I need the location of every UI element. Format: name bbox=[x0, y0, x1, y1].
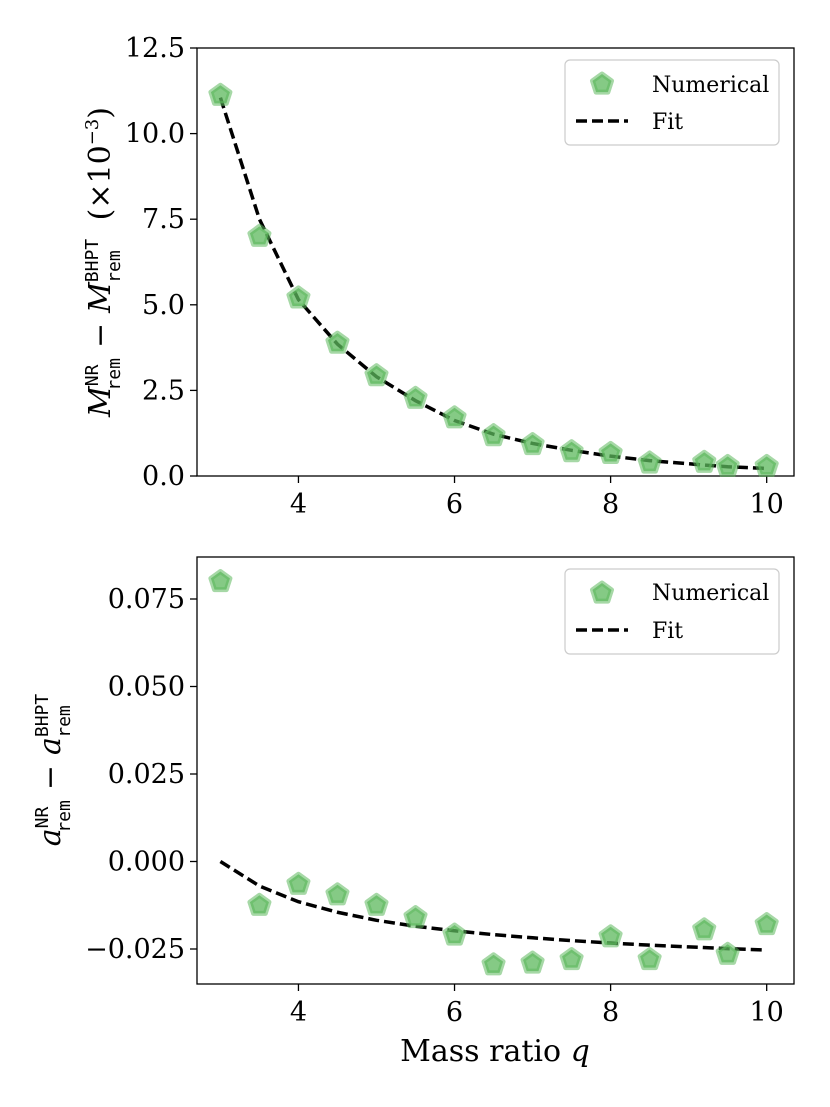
legend-marker-shape bbox=[589, 580, 615, 604]
top-y-ticks: 0.0 2.5 5.0 7.5 10.0 12.5 bbox=[125, 33, 197, 492]
y-tick-label: 0.050 bbox=[108, 672, 185, 703]
data-point bbox=[715, 941, 740, 965]
bottom-legend: Numerical Fit bbox=[564, 568, 780, 655]
data-point bbox=[208, 82, 233, 106]
data-point bbox=[208, 569, 233, 593]
data-point bbox=[403, 905, 428, 929]
y-tick-label: 0.025 bbox=[108, 759, 185, 790]
data-point bbox=[520, 432, 545, 456]
data-point bbox=[481, 423, 506, 447]
y-tick-label: 5.0 bbox=[142, 290, 185, 321]
y-tick-label: 10.0 bbox=[125, 119, 185, 150]
x-tick-label: 8 bbox=[602, 997, 619, 1028]
legend-marker-shape bbox=[589, 71, 615, 95]
data-point bbox=[481, 952, 506, 976]
data-point bbox=[286, 871, 311, 895]
data-point bbox=[559, 947, 584, 971]
x-tick-label: 6 bbox=[446, 489, 463, 520]
data-point bbox=[520, 950, 545, 974]
bottom-y-axis-label: aNRrem−aBHPTrem bbox=[32, 694, 75, 847]
bottom-fit-series bbox=[219, 860, 767, 952]
bottom-legend-numerical-marker bbox=[589, 580, 615, 604]
y-tick-label: 0.075 bbox=[108, 584, 185, 615]
x-tick-label: 4 bbox=[290, 489, 307, 520]
top-legend-fit-label: Fit bbox=[652, 110, 683, 135]
data-point bbox=[325, 882, 350, 906]
bottom-x-ticks: 4 6 8 10 bbox=[290, 984, 784, 1028]
y-tick-label: 0.0 bbox=[142, 461, 185, 492]
top-legend-numerical-marker bbox=[589, 71, 615, 95]
x-tick-label: 10 bbox=[750, 997, 784, 1028]
top-legend: Numerical Fit bbox=[564, 59, 780, 146]
data-point bbox=[598, 440, 623, 464]
bottom-numerical-series bbox=[208, 569, 779, 976]
top-plot-frame bbox=[196, 47, 795, 477]
data-point bbox=[754, 453, 779, 477]
top-y-axis-label: MNRrem−MBHPTrem(×10−3) bbox=[82, 107, 125, 418]
y-tick-label: 12.5 bbox=[125, 33, 185, 64]
data-point bbox=[754, 912, 779, 936]
data-point bbox=[247, 223, 272, 247]
data-point bbox=[715, 453, 740, 477]
data-point bbox=[692, 917, 717, 941]
bottom-panel-spin-residual: 4 6 8 10 −0.025 0.000 0.025 0.050 0.075 aNRrem−… bbox=[32, 556, 795, 1069]
data-point bbox=[247, 892, 272, 916]
y-tick-label: −0.025 bbox=[85, 934, 185, 965]
data-point bbox=[364, 363, 389, 387]
y-tick-label: 2.5 bbox=[142, 375, 185, 406]
x-tick-label: 8 bbox=[602, 489, 619, 520]
top-panel-mass-residual: 4 6 8 10 0.0 2.5 5.0 7.5 10.0 12.5 MNRrem−MBHPTr… bbox=[82, 33, 795, 520]
fit-line bbox=[219, 860, 767, 952]
y-tick-label: 7.5 bbox=[142, 204, 185, 235]
top-x-ticks: 4 6 8 10 bbox=[290, 476, 784, 520]
data-point bbox=[442, 922, 467, 946]
x-tick-label: 4 bbox=[290, 997, 307, 1028]
bottom-plot-frame bbox=[196, 556, 795, 985]
data-point bbox=[286, 285, 311, 309]
data-point bbox=[637, 947, 662, 971]
bottom-x-axis-label: Mass ratio q bbox=[400, 1034, 590, 1069]
bottom-y-ticks: −0.025 0.000 0.025 0.050 0.075 bbox=[85, 584, 197, 965]
top-fit-series bbox=[218, 97, 767, 471]
bottom-legend-numerical-label: Numerical bbox=[652, 581, 769, 606]
data-point bbox=[403, 385, 428, 409]
x-tick-label: 10 bbox=[750, 489, 784, 520]
fit-line bbox=[218, 97, 767, 471]
top-numerical-series bbox=[208, 82, 779, 477]
data-point bbox=[559, 439, 584, 463]
data-point bbox=[637, 450, 662, 474]
data-point bbox=[325, 330, 350, 354]
data-point bbox=[442, 405, 467, 429]
data-point bbox=[598, 924, 623, 948]
data-point bbox=[692, 449, 717, 473]
x-tick-label: 6 bbox=[446, 997, 463, 1028]
y-tick-label: 0.000 bbox=[108, 847, 185, 878]
top-legend-numerical-label: Numerical bbox=[652, 73, 769, 98]
bottom-legend-fit-label: Fit bbox=[652, 619, 683, 644]
data-point bbox=[364, 892, 389, 916]
